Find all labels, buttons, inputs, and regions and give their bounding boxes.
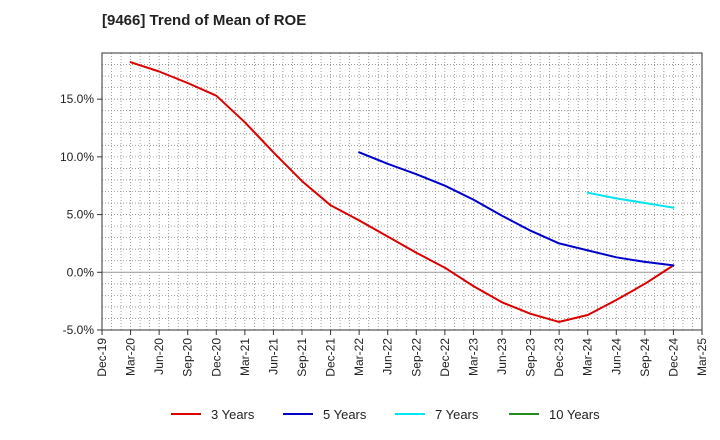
legend-label-3-years: 3 Years (211, 407, 255, 422)
legend-label-10-years: 10 Years (549, 407, 600, 422)
x-tick-label: Jun-24 (609, 338, 623, 375)
y-tick-label: 15.0% (60, 92, 94, 106)
x-tick-label: Mar-24 (581, 338, 595, 376)
x-tick-label: Dec-21 (324, 338, 338, 377)
x-tick-label: Dec-19 (95, 338, 109, 377)
y-tick-label: 10.0% (60, 150, 94, 164)
x-tick-label: Sep-21 (295, 338, 309, 377)
axis-layer: -5.0% 0.0% 5.0% 10.0% 15.0% Dec-19 Mar-20 Jun-2… (60, 52, 709, 377)
x-tick-label: Jun-22 (381, 338, 395, 375)
legend: 3 Years 5 Years 7 Years 10 Years (171, 407, 600, 422)
x-tick-label: Mar-22 (352, 338, 366, 376)
series-line-3-years (129, 61, 675, 323)
series-line-7-years (586, 191, 675, 209)
grid-layer (102, 53, 702, 330)
x-tick-label: Sep-20 (181, 338, 195, 377)
x-tick-label: Mar-23 (466, 338, 480, 376)
legend-label-5-years: 5 Years (323, 407, 367, 422)
x-tick-label: Sep-23 (524, 338, 538, 377)
x-tick-label: Mar-25 (695, 338, 709, 376)
legend-label-7-years: 7 Years (435, 407, 479, 422)
series-line-5-years (358, 151, 675, 267)
x-tick-label: Sep-22 (409, 338, 423, 377)
chart-title: [9466] Trend of Mean of ROE (102, 12, 307, 29)
x-tick-label: Jun-20 (152, 338, 166, 375)
x-tick-label: Mar-21 (238, 338, 252, 376)
x-tick-label: Dec-23 (552, 338, 566, 377)
x-tick-label: Mar-20 (124, 338, 138, 376)
y-tick-label: 0.0% (67, 265, 95, 279)
x-tick-label: Sep-24 (638, 338, 652, 377)
x-tick-label: Dec-24 (666, 338, 680, 377)
series-layer (129, 61, 675, 323)
x-tick-label: Jun-21 (266, 338, 280, 375)
y-tick-label: -5.0% (63, 323, 95, 337)
plot-frame (101, 52, 703, 331)
x-tick-label: Dec-22 (438, 338, 452, 377)
x-tick-label: Jun-23 (495, 338, 509, 375)
x-tick-label: Dec-20 (209, 338, 223, 377)
y-tick-label: 5.0% (67, 208, 95, 222)
